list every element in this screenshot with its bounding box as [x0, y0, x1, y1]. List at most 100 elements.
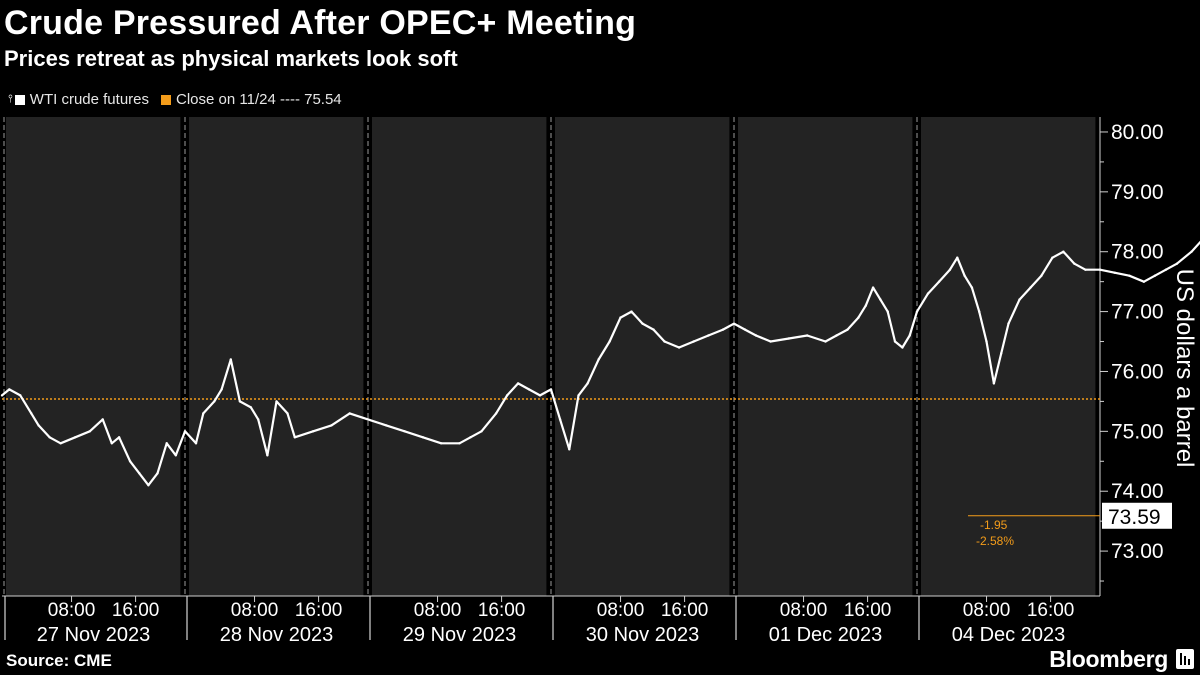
legend-item-reference: Close on 11/24 ---- 75.54 — [161, 91, 342, 108]
data-point — [527, 388, 531, 391]
data-point — [293, 436, 296, 439]
data-point — [117, 436, 121, 439]
legend-item-series: ⫯ WTI crude futures — [8, 91, 149, 108]
data-point — [692, 340, 695, 343]
data-point — [147, 484, 150, 487]
x-tick-label: 08:00 — [963, 600, 1011, 621]
data-point — [101, 418, 104, 421]
data-point — [970, 286, 974, 289]
session-band — [921, 117, 1096, 596]
x-tick-label: 08:00 — [231, 600, 279, 621]
data-point — [1040, 274, 1043, 277]
y-tick-label: 75.00 — [1111, 420, 1164, 443]
x-tick-label: 08:00 — [48, 600, 96, 621]
data-point — [1190, 250, 1193, 253]
data-point — [275, 400, 278, 403]
data-point — [421, 436, 425, 439]
x-tick-label: 08:00 — [414, 600, 462, 621]
data-point — [908, 334, 911, 337]
data-point — [249, 406, 253, 409]
x-tick-label: 16:00 — [661, 600, 709, 621]
data-point — [663, 340, 666, 343]
x-tick-label: 08:00 — [597, 600, 645, 621]
x-day-label: 27 Nov 2023 — [37, 624, 150, 646]
legend-swatch-reference — [161, 94, 171, 105]
data-point — [229, 358, 232, 361]
data-point — [864, 304, 867, 307]
data-point — [577, 394, 580, 397]
data-point — [1018, 298, 1021, 301]
session-band — [555, 117, 730, 596]
session-shading — [6, 117, 1096, 596]
data-point — [366, 418, 370, 421]
x-day-label: 30 Nov 2023 — [586, 624, 699, 646]
session-band — [189, 117, 364, 596]
candlestick-icon: ⫯ — [8, 93, 13, 105]
data-point — [480, 430, 483, 433]
y-axis: 73.00 74.00 75.00 76.00 77.00 78.00 79.00 80.00 — [1099, 117, 1164, 596]
data-point — [568, 448, 571, 451]
data-point — [538, 394, 542, 397]
data-point — [1153, 274, 1157, 277]
data-point — [948, 268, 952, 271]
y-tick-label: 77.00 — [1111, 301, 1164, 324]
data-point — [330, 424, 333, 427]
data-point — [183, 430, 187, 433]
data-point — [469, 436, 472, 439]
data-point — [549, 388, 553, 391]
x-axis: 08:00 16:00 27 Nov 2023 08:00 16:00 28 Nov 20… — [2, 595, 1100, 646]
data-point — [213, 400, 216, 403]
data-point — [835, 334, 838, 337]
data-point — [286, 412, 289, 415]
data-point — [732, 322, 736, 325]
data-point — [769, 340, 772, 343]
data-point — [1073, 262, 1076, 265]
data-point — [30, 412, 33, 415]
data-point — [19, 394, 22, 397]
legend-label-reference: Close on 11/24 ---- 75.54 — [176, 91, 342, 108]
x-day-label: 04 Dec 2023 — [952, 624, 1065, 646]
x-tick-label: 16:00 — [844, 600, 892, 621]
data-point — [586, 382, 589, 385]
data-point — [1084, 268, 1087, 271]
y-axis-title: US dollars a barrel — [1171, 268, 1198, 468]
session-band — [738, 117, 913, 596]
data-point — [220, 388, 223, 391]
data-point — [505, 394, 509, 397]
data-point — [901, 346, 904, 349]
x-tick-label: 16:00 — [112, 600, 160, 621]
data-point — [458, 442, 461, 445]
data-point — [893, 340, 897, 343]
day-dividers — [3, 117, 920, 640]
legend-swatch-series — [14, 94, 25, 105]
data-point — [37, 424, 40, 427]
data-point — [266, 454, 269, 457]
last-value-box — [1102, 502, 1172, 529]
data-point — [311, 430, 315, 433]
data-point — [1007, 322, 1010, 325]
y-tick-label: 79.00 — [1111, 181, 1164, 204]
data-point — [1164, 268, 1168, 271]
last-value-label: 73.59 — [1108, 506, 1161, 529]
chart-subtitle: Prices retreat as physical markets look … — [4, 46, 458, 71]
data-point — [1175, 262, 1179, 265]
y-tick-label: 76.00 — [1111, 360, 1164, 383]
data-point — [857, 316, 860, 319]
data-point — [0, 394, 4, 397]
change-percent-label: -2.58% — [976, 534, 1014, 548]
data-point — [754, 334, 758, 337]
data-point — [787, 337, 791, 340]
session-band — [372, 117, 547, 596]
x-tick-label: 08:00 — [780, 600, 828, 621]
series-wti — [0, 240, 1200, 487]
data-point — [8, 388, 11, 391]
data-point — [1142, 280, 1146, 283]
data-point — [630, 310, 633, 313]
data-point — [886, 310, 889, 313]
data-point — [348, 412, 351, 415]
data-point — [1098, 268, 1102, 271]
data-point — [74, 436, 77, 439]
x-day-label: 01 Dec 2023 — [769, 624, 882, 646]
x-tick-label: 16:00 — [478, 600, 526, 621]
